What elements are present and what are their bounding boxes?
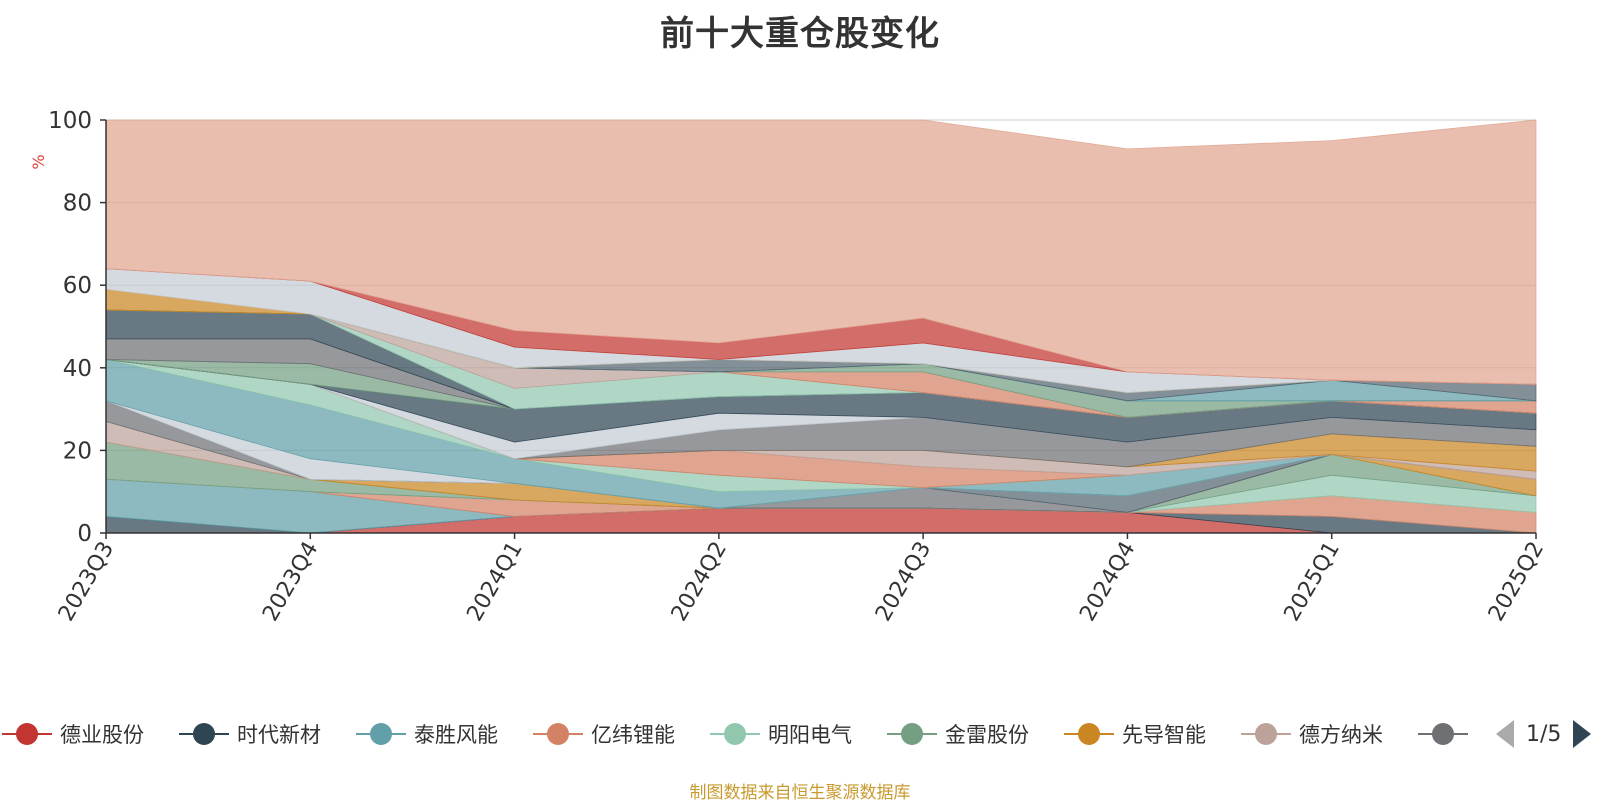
legend-label: 明阳电气 — [768, 723, 852, 747]
legend-label: 泰胜风能 — [414, 723, 498, 747]
pager-prev-icon[interactable] — [1496, 720, 1514, 748]
legend: 德业股份 时代新材 泰胜风能 亿纬锂能 明阳电气 金雷股份 先导智能 德方纳米 — [0, 716, 1600, 752]
legend-swatch-icon — [2, 722, 52, 746]
legend-swatch-icon — [710, 722, 760, 746]
legend-item[interactable]: 时代新材 — [179, 716, 321, 752]
stacked-area-chart: 0 20 40 60 80 100 2023Q3 2023Q4 2024Q1 2024Q2 2024… — [29, 108, 1549, 626]
y-axis-unit: % — [29, 154, 48, 169]
y-tick-label: 60 — [63, 273, 92, 299]
legend-swatch-icon — [1418, 722, 1468, 746]
legend-label: 德业股份 — [60, 723, 144, 747]
legend-label: 先导智能 — [1122, 723, 1206, 747]
y-tick-label: 100 — [48, 108, 92, 134]
series-area-31[interactable] — [105, 119, 1537, 385]
x-tick-label: 2023Q4 — [258, 538, 323, 626]
legend-label: 德方纳米 — [1299, 723, 1383, 747]
y-tick-label: 40 — [63, 356, 92, 382]
data-source-note: 制图数据来自恒生聚源数据库 — [689, 783, 911, 803]
legend-swatch-icon — [887, 722, 937, 746]
x-tick-label: 2024Q2 — [667, 538, 732, 626]
legend-label: 亿纬锂能 — [591, 723, 675, 747]
legend-pager: 1/5 — [1496, 716, 1600, 752]
legend-swatch-icon — [179, 722, 229, 746]
x-tick-label: 2024Q1 — [462, 538, 527, 626]
legend-item[interactable]: 金雷股份 — [887, 716, 1029, 752]
legend-label: 时代新材 — [237, 723, 321, 747]
x-tick-label: 2025Q2 — [1484, 538, 1549, 626]
legend-swatch-icon — [1241, 722, 1291, 746]
x-tick-label: 2025Q1 — [1280, 538, 1345, 626]
x-tick-label: 2023Q3 — [54, 538, 119, 626]
legend-item[interactable] — [1418, 716, 1476, 752]
legend-item[interactable]: 德方纳米 — [1241, 716, 1383, 752]
chart-title: 前十大重仓股变化 — [660, 14, 940, 54]
y-tick-label: 0 — [77, 521, 92, 547]
pager-page-indicator: 1/5 — [1526, 721, 1562, 747]
pager-next-icon[interactable] — [1573, 720, 1592, 748]
x-tick-label: 2024Q3 — [871, 538, 936, 626]
legend-swatch-icon — [533, 722, 583, 746]
legend-swatch-icon — [1064, 722, 1114, 746]
y-tick-label: 80 — [63, 191, 92, 217]
y-tick-label: 20 — [63, 438, 92, 464]
legend-item[interactable]: 明阳电气 — [710, 716, 852, 752]
legend-item[interactable]: 先导智能 — [1064, 716, 1206, 752]
legend-item[interactable]: 泰胜风能 — [356, 716, 498, 752]
legend-label: 金雷股份 — [945, 723, 1029, 747]
area-series — [105, 119, 1537, 534]
legend-item[interactable]: 德业股份 — [2, 716, 144, 752]
legend-swatch-icon — [356, 722, 406, 746]
x-tick-label: 2024Q4 — [1075, 538, 1140, 626]
legend-item[interactable]: 亿纬锂能 — [533, 716, 675, 752]
